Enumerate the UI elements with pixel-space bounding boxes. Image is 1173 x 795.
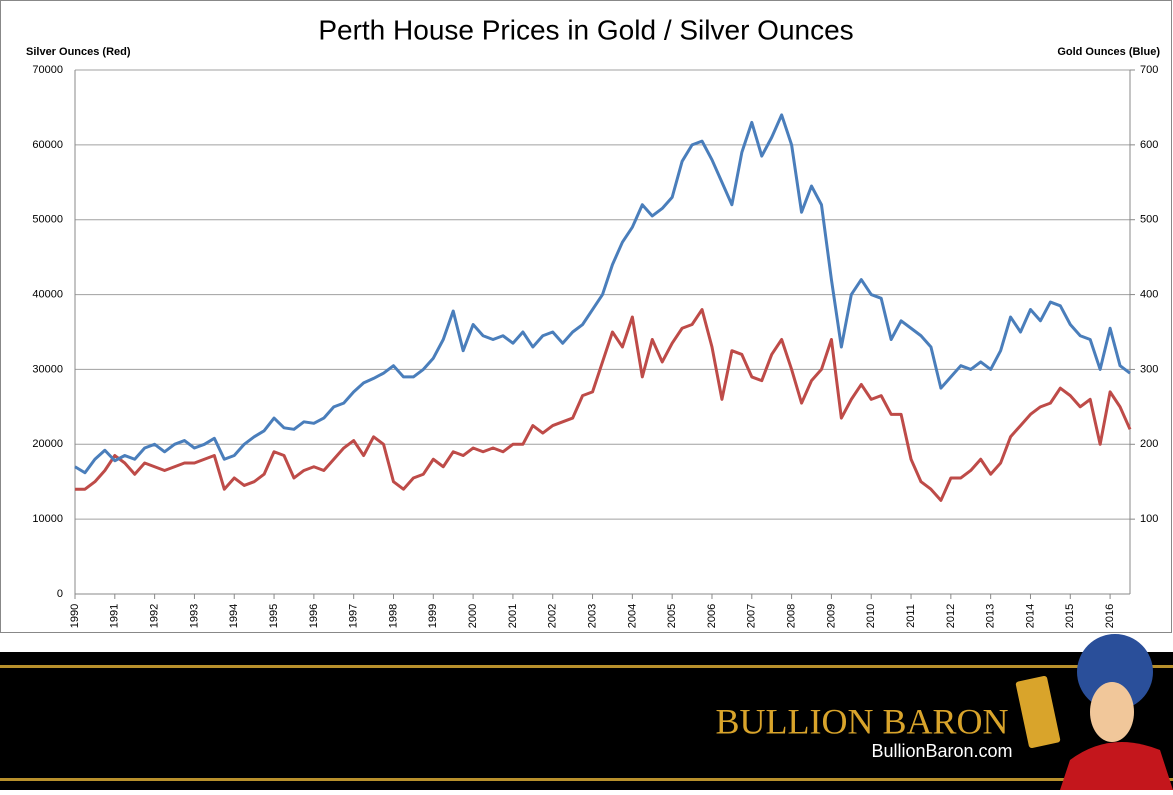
x-tick-label: 1999 bbox=[427, 604, 439, 628]
y2-tick-label: 300 bbox=[1140, 363, 1158, 375]
footer-banner bbox=[0, 652, 1173, 790]
x-tick-label: 2008 bbox=[786, 604, 798, 628]
y-tick-label: 10000 bbox=[32, 513, 63, 525]
y2-axis-title: Gold Ounces (Blue) bbox=[1057, 46, 1160, 58]
x-tick-label: 1991 bbox=[109, 604, 121, 628]
x-tick-label: 2007 bbox=[746, 604, 758, 628]
x-tick-label: 2005 bbox=[666, 604, 678, 628]
x-tick-label: 1994 bbox=[228, 604, 240, 628]
x-tick-label: 2003 bbox=[586, 604, 598, 628]
x-tick-label: 2016 bbox=[1104, 604, 1116, 628]
footer-stripe bbox=[0, 778, 1173, 781]
x-tick-label: 2001 bbox=[507, 604, 519, 628]
y-tick-label: 70000 bbox=[32, 64, 63, 76]
x-tick-label: 2009 bbox=[825, 604, 837, 628]
x-tick-label: 1993 bbox=[188, 604, 200, 628]
x-tick-label: 1992 bbox=[149, 604, 161, 628]
y2-tick-label: 200 bbox=[1140, 438, 1158, 450]
x-tick-label: 2014 bbox=[1024, 604, 1036, 628]
brand-site: BullionBaron.com bbox=[871, 741, 1012, 761]
y-tick-label: 50000 bbox=[32, 214, 63, 226]
data-line bbox=[74, 113, 1131, 475]
x-tick-label: 1990 bbox=[69, 604, 81, 628]
x-tick-label: 1998 bbox=[387, 604, 399, 628]
x-tick-label: 1997 bbox=[348, 604, 360, 628]
y2-tick-label: 700 bbox=[1140, 64, 1158, 76]
y2-tick-label: 400 bbox=[1140, 288, 1158, 300]
y-tick-label: 60000 bbox=[32, 139, 63, 151]
x-tick-label: 2011 bbox=[905, 604, 917, 628]
x-tick-label: 1996 bbox=[308, 604, 320, 628]
y2-tick-label: 100 bbox=[1140, 513, 1158, 525]
chart-frame bbox=[0, 0, 1172, 633]
y-axis-title: Silver Ounces (Red) bbox=[26, 46, 131, 58]
data-line bbox=[75, 308, 1132, 502]
y2-tick-label: 600 bbox=[1140, 139, 1158, 151]
x-tick-label: 2000 bbox=[467, 604, 479, 628]
x-tick-label: 2006 bbox=[706, 604, 718, 628]
y-tick-label: 20000 bbox=[32, 438, 63, 450]
chart-title: Perth House Prices in Gold / Silver Ounc… bbox=[318, 14, 853, 45]
y2-tick-label: 500 bbox=[1140, 214, 1158, 226]
y-tick-label: 40000 bbox=[32, 288, 63, 300]
x-tick-label: 2004 bbox=[626, 604, 638, 628]
footer-stripe bbox=[0, 665, 1173, 668]
y-tick-label: 30000 bbox=[32, 363, 63, 375]
mascot bbox=[1015, 634, 1173, 790]
x-tick-label: 2015 bbox=[1064, 604, 1076, 628]
brand-name: BULLION BARON bbox=[716, 701, 1009, 741]
x-tick-label: 2012 bbox=[945, 604, 957, 628]
y-tick-label: 0 bbox=[57, 588, 63, 600]
x-tick-label: 2010 bbox=[865, 604, 877, 628]
x-tick-label: 2013 bbox=[985, 604, 997, 628]
x-tick-label: 1995 bbox=[268, 604, 280, 628]
x-tick-label: 2002 bbox=[547, 604, 559, 628]
